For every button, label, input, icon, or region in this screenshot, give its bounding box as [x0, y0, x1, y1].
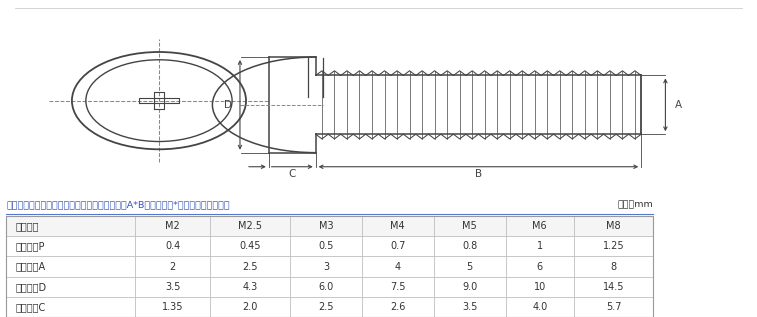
Text: 头部直径D: 头部直径D — [15, 282, 46, 292]
Text: 螺纹规格: 螺纹规格 — [15, 221, 39, 231]
Text: 10: 10 — [534, 282, 546, 292]
Bar — [434, 277, 506, 297]
Text: 4: 4 — [394, 262, 401, 272]
Text: 4.0: 4.0 — [532, 302, 547, 312]
Bar — [574, 277, 653, 297]
Bar — [506, 297, 574, 317]
Bar — [574, 297, 653, 317]
Bar — [210, 297, 290, 317]
Text: 9.0: 9.0 — [462, 282, 478, 292]
Text: 1: 1 — [537, 242, 543, 251]
Bar — [434, 256, 506, 277]
Text: 3.5: 3.5 — [462, 302, 478, 312]
Text: M4: M4 — [391, 221, 405, 231]
Text: 螺纹牙距P: 螺纹牙距P — [15, 242, 45, 251]
Bar — [135, 277, 210, 297]
Bar — [434, 297, 506, 317]
Text: 3: 3 — [322, 262, 329, 272]
Text: 0.8: 0.8 — [462, 242, 478, 251]
Text: 存在正负公差特别在意者甚拍，螺丝参考规格由A*B组成（直径*长度）不含头部长度: 存在正负公差特别在意者甚拍，螺丝参考规格由A*B组成（直径*长度）不含头部长度 — [6, 200, 229, 209]
Text: M5: M5 — [463, 221, 477, 231]
Bar — [6, 236, 135, 256]
Bar — [506, 277, 574, 297]
Bar — [506, 216, 574, 236]
Text: D: D — [224, 100, 232, 110]
Text: 0.4: 0.4 — [165, 242, 180, 251]
Bar — [506, 236, 574, 256]
Text: 6: 6 — [537, 262, 543, 272]
Bar — [290, 216, 362, 236]
Bar — [6, 277, 135, 297]
Text: 6.0: 6.0 — [318, 282, 334, 292]
Text: 14.5: 14.5 — [603, 282, 625, 292]
Text: 2.5: 2.5 — [242, 262, 258, 272]
Text: 5: 5 — [466, 262, 473, 272]
Bar — [135, 216, 210, 236]
Bar — [574, 216, 653, 236]
Text: 2: 2 — [170, 262, 176, 272]
Text: 3.5: 3.5 — [165, 282, 180, 292]
Text: M6: M6 — [532, 221, 547, 231]
Bar — [6, 216, 653, 317]
Text: 1.25: 1.25 — [603, 242, 625, 251]
Text: B: B — [475, 169, 482, 179]
Text: 8: 8 — [610, 262, 617, 272]
Bar — [290, 236, 362, 256]
Bar — [290, 277, 362, 297]
Text: 2.6: 2.6 — [390, 302, 406, 312]
Text: M8: M8 — [606, 221, 621, 231]
Text: 0.7: 0.7 — [390, 242, 406, 251]
Bar — [210, 277, 290, 297]
Text: 5.7: 5.7 — [606, 302, 621, 312]
Bar — [362, 297, 434, 317]
Bar — [434, 236, 506, 256]
Bar — [362, 277, 434, 297]
Text: 螺纹直径A: 螺纹直径A — [15, 262, 45, 272]
Bar — [135, 297, 210, 317]
Text: 0.5: 0.5 — [318, 242, 334, 251]
Text: 头部厚度C: 头部厚度C — [15, 302, 45, 312]
Text: 2.5: 2.5 — [318, 302, 334, 312]
Bar — [574, 256, 653, 277]
Bar — [135, 236, 210, 256]
Bar — [210, 236, 290, 256]
Text: 4.3: 4.3 — [242, 282, 258, 292]
Text: M2: M2 — [165, 221, 180, 231]
Bar — [434, 216, 506, 236]
Bar — [210, 216, 290, 236]
Bar — [6, 256, 135, 277]
Bar — [135, 256, 210, 277]
Text: 0.45: 0.45 — [239, 242, 261, 251]
Text: 7.5: 7.5 — [390, 282, 406, 292]
Bar — [6, 216, 135, 236]
Bar — [574, 236, 653, 256]
Text: 2.0: 2.0 — [242, 302, 258, 312]
Bar — [290, 297, 362, 317]
Text: M3: M3 — [319, 221, 333, 231]
Text: C: C — [288, 169, 296, 179]
Bar — [210, 256, 290, 277]
Text: A: A — [674, 100, 682, 110]
Text: M2.5: M2.5 — [238, 221, 262, 231]
Text: 1.35: 1.35 — [162, 302, 183, 312]
Bar — [362, 256, 434, 277]
Text: 单位：mm: 单位：mm — [618, 200, 653, 209]
Bar — [6, 297, 135, 317]
Bar — [362, 216, 434, 236]
Bar — [362, 236, 434, 256]
Bar — [506, 256, 574, 277]
Bar — [290, 256, 362, 277]
